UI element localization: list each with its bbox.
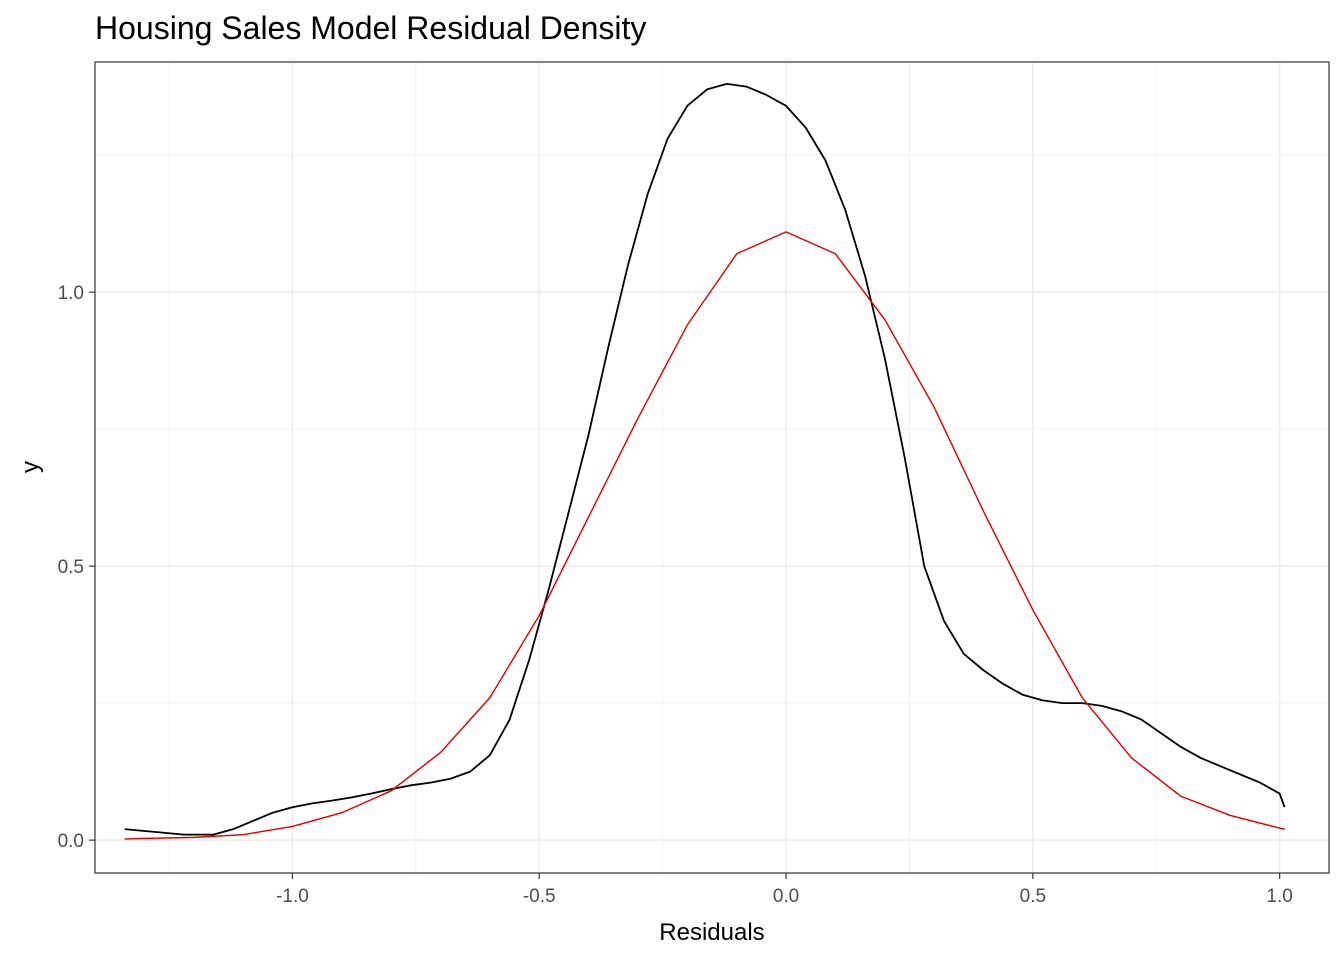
panel-border <box>94 61 1330 874</box>
x-tick-label: -1.0 <box>276 886 309 907</box>
axis-ticks: -1.0 -0.5 0.0 0.5 1.0 0.0 0.5 1.0 <box>58 283 1293 907</box>
grid-lines <box>95 62 1329 873</box>
chart-title: Housing Sales Model Residual Density <box>95 10 647 46</box>
x-tick-label: 1.0 <box>1266 886 1292 907</box>
x-tick-label: -0.5 <box>523 886 556 907</box>
y-tick-label: 1.0 <box>58 283 84 304</box>
series-line-2 <box>124 231 1285 840</box>
x-tick-label: 0.0 <box>773 886 799 907</box>
series-line-1 <box>124 83 1286 836</box>
x-tick-label: 0.5 <box>1020 886 1046 907</box>
y-axis-title: y <box>17 461 44 473</box>
y-tick-label: 0.5 <box>58 557 84 578</box>
y-tick-label: 0.0 <box>58 831 84 852</box>
x-axis-title: Residuals <box>659 919 764 946</box>
series-lines <box>124 83 1286 840</box>
